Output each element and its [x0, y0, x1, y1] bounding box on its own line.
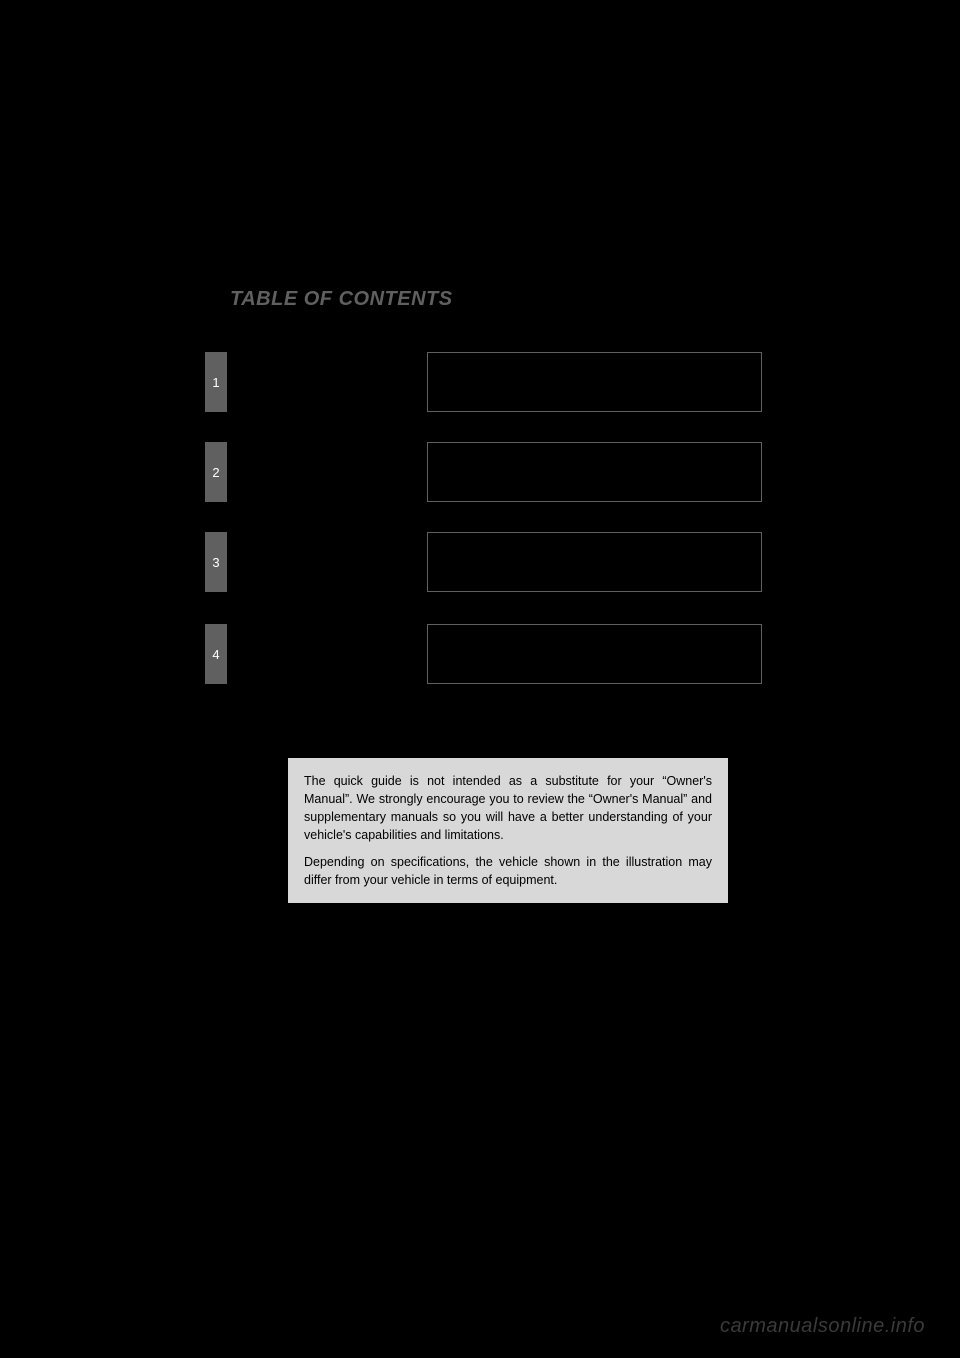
- toc-row: 1: [205, 352, 762, 412]
- toc-row: 2: [205, 442, 762, 502]
- toc-number-tab: 1: [205, 352, 227, 412]
- note-paragraph: The quick guide is not intended as a sub…: [304, 772, 712, 845]
- toc-description-box: [427, 624, 762, 684]
- disclaimer-note: The quick guide is not intended as a sub…: [288, 758, 728, 903]
- toc-number-tab: 2: [205, 442, 227, 502]
- page-title: TABLE OF CONTENTS: [230, 288, 453, 311]
- toc-description-box: [427, 442, 762, 502]
- toc-description-box: [427, 532, 762, 592]
- toc-row: 4: [205, 624, 762, 684]
- toc-description-box: [427, 352, 762, 412]
- toc-row: 3: [205, 532, 762, 592]
- watermark: carmanualsonline.info: [720, 1315, 925, 1338]
- toc-number-tab: 4: [205, 624, 227, 684]
- toc-number-tab: 3: [205, 532, 227, 592]
- note-paragraph: Depending on specifications, the vehicle…: [304, 853, 712, 889]
